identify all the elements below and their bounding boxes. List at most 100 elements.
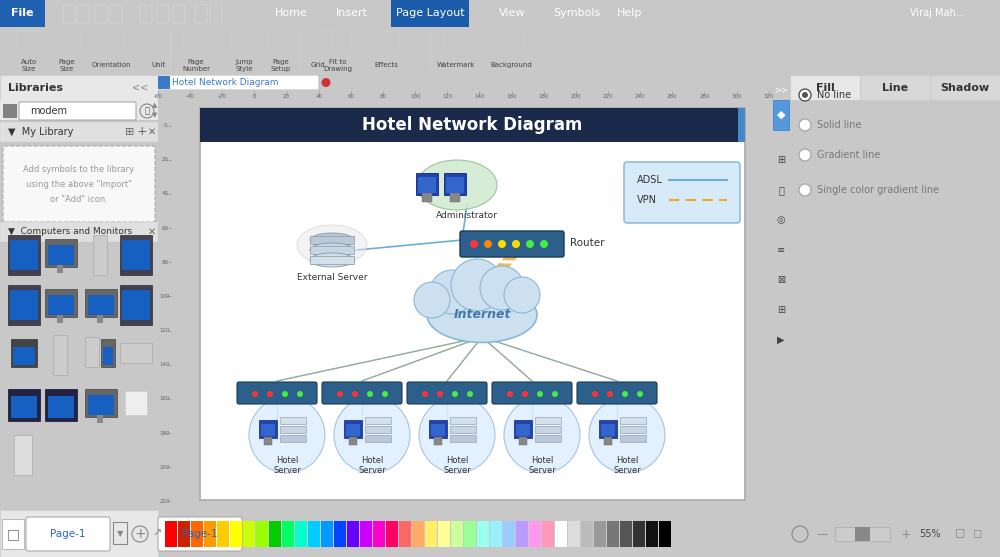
Text: 120: 120	[442, 95, 453, 100]
Text: ▼  My Library: ▼ My Library	[8, 127, 73, 137]
Bar	[310, 236, 354, 244]
Bar	[54, 31, 80, 53]
Bar	[264, 437, 272, 445]
Text: ◎: ◎	[777, 215, 785, 225]
Bar	[0, 222, 158, 242]
Text: 280: 280	[699, 95, 710, 100]
Circle shape	[504, 397, 580, 473]
Circle shape	[592, 391, 598, 397]
Text: <<: <<	[132, 83, 148, 93]
Bar	[45, 289, 77, 317]
FancyBboxPatch shape	[624, 162, 740, 223]
Bar	[243, 521, 255, 547]
Bar	[261, 424, 275, 436]
Circle shape	[498, 240, 506, 248]
Bar	[346, 424, 360, 436]
Text: 55%: 55%	[919, 529, 941, 539]
Bar	[200, 108, 745, 142]
Bar	[280, 417, 306, 424]
Bar	[0, 122, 158, 142]
Bar	[0, 100, 158, 120]
Text: 🖼: 🖼	[778, 185, 784, 195]
Text: ↗: ↗	[152, 529, 162, 539]
Text: Hotel Network Diagram: Hotel Network Diagram	[172, 78, 278, 87]
Text: 140: 140	[160, 362, 170, 367]
Bar	[434, 437, 442, 445]
Bar	[140, 5, 152, 23]
FancyBboxPatch shape	[200, 108, 745, 500]
Circle shape	[480, 266, 524, 310]
Text: +: +	[901, 527, 911, 540]
Text: ⊞: ⊞	[777, 155, 785, 165]
Bar	[373, 521, 385, 547]
Bar	[446, 177, 464, 193]
Circle shape	[470, 240, 478, 248]
Bar	[85, 337, 99, 367]
Bar	[11, 339, 37, 367]
Text: ▲: ▲	[152, 102, 158, 108]
Bar	[310, 246, 354, 254]
Bar	[503, 521, 515, 547]
FancyBboxPatch shape	[26, 517, 110, 551]
Bar	[295, 521, 307, 547]
Bar	[98, 31, 124, 53]
Text: File: File	[11, 8, 33, 18]
Bar	[48, 295, 74, 315]
Bar	[601, 424, 615, 436]
Bar	[535, 426, 561, 433]
Bar	[10, 240, 38, 270]
Circle shape	[799, 184, 811, 196]
Text: 240: 240	[635, 95, 645, 100]
Circle shape	[799, 119, 811, 131]
Circle shape	[414, 282, 450, 318]
Text: 20: 20	[283, 95, 290, 100]
Text: ≡: ≡	[777, 245, 785, 255]
FancyBboxPatch shape	[460, 231, 564, 257]
Text: 140: 140	[474, 95, 485, 100]
Circle shape	[512, 240, 520, 248]
Bar	[529, 521, 541, 547]
Bar	[516, 521, 528, 547]
Bar	[0, 0, 45, 27]
Bar	[646, 521, 658, 547]
Bar	[157, 5, 169, 23]
Bar	[305, 31, 331, 53]
Bar	[88, 395, 114, 415]
Bar	[516, 424, 530, 436]
Text: 220: 220	[160, 499, 170, 504]
Bar	[45, 239, 77, 267]
Text: ▼: ▼	[152, 112, 158, 118]
Bar	[930, 75, 1000, 100]
Bar	[165, 521, 177, 547]
Bar	[97, 315, 103, 323]
Circle shape	[352, 391, 358, 397]
Bar	[349, 437, 357, 445]
Bar	[48, 396, 74, 418]
Text: 40: 40	[162, 192, 168, 197]
Circle shape	[552, 391, 558, 397]
Bar	[183, 31, 209, 53]
Bar	[450, 417, 476, 424]
Circle shape	[504, 277, 540, 313]
Text: Router: Router	[570, 238, 604, 248]
Bar	[659, 521, 671, 547]
Bar	[85, 289, 117, 317]
Bar	[217, 521, 229, 547]
Text: ◻: ◻	[955, 527, 965, 540]
Circle shape	[799, 89, 811, 101]
Bar	[633, 521, 645, 547]
Bar	[310, 256, 354, 264]
Bar	[519, 437, 527, 445]
Circle shape	[252, 391, 258, 397]
Text: 80: 80	[380, 95, 387, 100]
Bar	[120, 343, 152, 363]
Text: 0: 0	[253, 95, 256, 100]
Bar	[269, 521, 281, 547]
Text: 0: 0	[163, 123, 167, 128]
Text: >>: >>	[774, 86, 788, 95]
Bar	[256, 521, 268, 547]
Text: Page
Size: Page Size	[59, 58, 75, 71]
Text: □: □	[6, 527, 20, 541]
Circle shape	[522, 391, 528, 397]
Text: 180: 180	[539, 95, 549, 100]
